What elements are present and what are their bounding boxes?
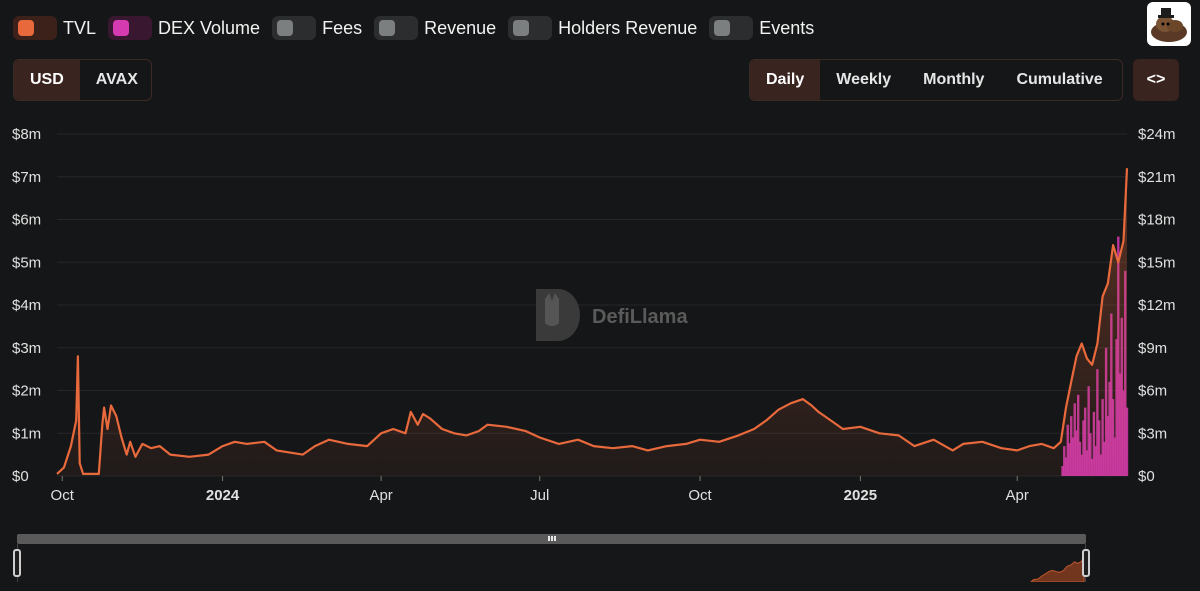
x-tick-label: Apr [369,487,392,504]
period-daily-button[interactable]: Daily [750,60,821,100]
y-right-tick-label: $18m [1138,212,1176,229]
x-axis: Oct 2024 Apr Jul Oct 2025 Apr [51,476,1029,504]
y-left-tick-label: $1m [12,425,41,442]
y-left-tick-label: $6m [12,212,41,229]
y-left-tick-label: $8m [12,126,41,143]
legend-label-fees: Fees [322,17,363,38]
y-left-tick-label: $7m [12,169,41,186]
y-left-tick-label: $5m [12,254,41,271]
period-monthly-button[interactable]: Monthly [907,60,1000,100]
watermark-text: DefiLlama [592,306,688,328]
slider-drag-bar[interactable] [17,534,1086,544]
x-tick-label: Apr [1006,487,1029,504]
zoom-slider[interactable] [13,534,1090,583]
legend-swatch-dex-volume [113,20,130,36]
y-right-tick-label: $0 [1138,468,1155,485]
slider-right-handle[interactable] [1082,549,1090,577]
legend-swatch-revenue [379,20,396,36]
y-right-tick-label: $21m [1138,169,1176,186]
legend-toggle-events[interactable] [709,16,754,40]
embed-code-icon: <> [1146,71,1166,88]
x-tick-label: Jul [530,487,549,504]
legend-label-events: Events [759,17,815,38]
slider-preview-chart [1029,554,1085,583]
legend-events[interactable]: Events [709,16,814,40]
legend-toggle-tvl[interactable] [13,16,57,40]
grip-icon [547,536,556,541]
y-right-tick-label: $6m [1138,383,1167,400]
y-axis-left: $0 $1m $2m $3m $4m $5m $6m $7m $8m [12,126,41,485]
currency-avax-button[interactable]: AVAX [80,60,151,100]
x-tick-label: 2025 [844,487,877,504]
y-left-tick-label: $0 [12,468,29,485]
slider-preview-area [1029,554,1085,583]
tvl-chart[interactable]: DefiLlama $0$1m$2m$3m$4m$5m$6m$7m$8m $0$… [0,118,1200,510]
y-right-tick-label: $9m [1138,340,1167,357]
y-right-tick-label: $15m [1138,254,1176,271]
slider-preview [17,544,1086,583]
legend-toggle-dex-volume[interactable] [108,16,153,40]
y-axis-right: $0 $3m $6m $9m $12m $15m $18m $21m $24m [1138,126,1176,485]
legend-label-holders-revenue: Holders Revenue [558,17,698,38]
legend-dex-volume[interactable]: DEX Volume [108,16,260,40]
x-tick-label: Oct [51,487,75,504]
y-left-tick-label: $2m [12,383,41,400]
legend-toggle-holders-revenue[interactable] [508,16,553,40]
currency-toggle: USD AVAX [13,59,152,101]
legend-revenue[interactable]: Revenue [374,16,496,40]
legend-swatch-holders-revenue [513,20,530,36]
legend-label-revenue: Revenue [424,17,497,38]
legend-label-tvl: TVL [63,17,97,38]
defillama-watermark: DefiLlama [536,289,688,341]
llama-avatar-icon[interactable] [1147,2,1191,46]
legend-swatch-fees [277,20,294,36]
slider-left-handle[interactable] [13,549,21,577]
legend-label-dex-volume: DEX Volume [158,17,261,38]
legend-toggle-revenue[interactable] [374,16,419,40]
currency-usd-button[interactable]: USD [14,60,80,100]
y-left-tick-label: $4m [12,297,41,314]
x-tick-label: 2024 [206,487,240,504]
legend-toggle-fees[interactable] [272,16,317,40]
period-weekly-button[interactable]: Weekly [820,60,907,100]
legend-swatch-tvl [18,20,34,36]
period-cumulative-button[interactable]: Cumulative [1000,60,1118,100]
embed-code-button[interactable]: <> [1133,59,1179,101]
defillama-logo-icon [536,289,580,341]
tvl-line [56,168,1129,475]
y-left-tick-label: $3m [12,340,41,357]
y-right-tick-label: $12m [1138,297,1176,314]
chart-legend: TVL DEX Volume Fees Revenue Holders Revenue E… [13,15,826,41]
legend-tvl[interactable]: TVL [13,16,96,40]
y-right-tick-label: $3m [1138,425,1167,442]
x-tick-label: Oct [688,487,712,504]
legend-swatch-events [714,20,731,36]
period-toggle: Daily Weekly Monthly Cumulative [749,59,1123,101]
y-right-tick-label: $24m [1138,126,1176,143]
legend-holders-revenue[interactable]: Holders Revenue [508,16,697,40]
chart-grid [57,133,1127,477]
legend-fees[interactable]: Fees [272,16,362,40]
